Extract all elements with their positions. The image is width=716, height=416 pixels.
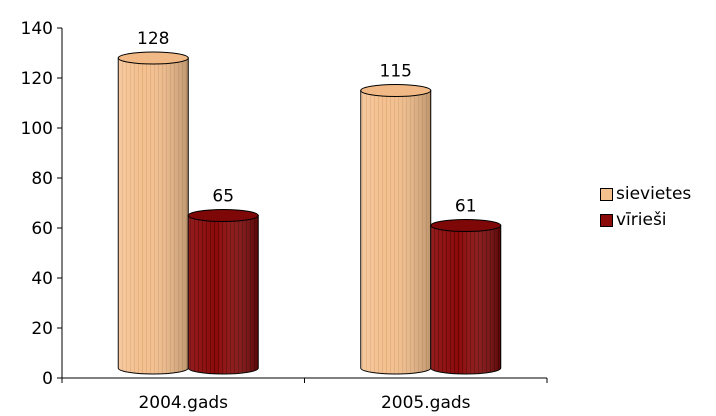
- bar-shading: [360, 90, 431, 374]
- bar-top: [117, 51, 189, 65]
- legend-swatch-viriesi: [600, 213, 613, 227]
- legend-label-viriesi: vīrieši: [616, 210, 667, 230]
- y-tick-label: 120: [21, 69, 53, 89]
- legend-item-sievietes: sievietes: [600, 182, 691, 206]
- legend-swatch-sievietes: [600, 187, 613, 201]
- bar-shading: [430, 225, 501, 374]
- y-tick-label: 20: [31, 319, 53, 339]
- bar-top: [360, 84, 432, 97]
- bar-shading: [118, 58, 189, 374]
- data-label: 61: [455, 197, 477, 217]
- y-tick-label: 40: [31, 269, 53, 289]
- data-label: 115: [380, 62, 412, 82]
- y-tick-label: 60: [31, 219, 53, 239]
- x-tick-label: 2004.gads: [138, 393, 228, 413]
- bar-top: [187, 209, 259, 222]
- legend-item-viriesi: vīrieši: [600, 208, 691, 232]
- bar: [360, 84, 432, 375]
- data-label: 128: [137, 29, 169, 49]
- legend-label-sievietes: sievietes: [616, 184, 692, 204]
- bar: [430, 219, 502, 375]
- y-tick-label: 140: [21, 19, 53, 39]
- data-label: 65: [212, 187, 234, 207]
- x-tick-label: 2005.gads: [381, 393, 471, 413]
- bar: [117, 51, 189, 375]
- legend: sievietes vīrieši: [600, 182, 691, 234]
- bar-shading: [188, 215, 259, 374]
- y-tick-label: 0: [42, 369, 53, 389]
- bar-top: [430, 219, 502, 232]
- y-tick-label: 80: [31, 169, 53, 189]
- y-tick-label: 100: [21, 119, 53, 139]
- bar: [187, 209, 259, 375]
